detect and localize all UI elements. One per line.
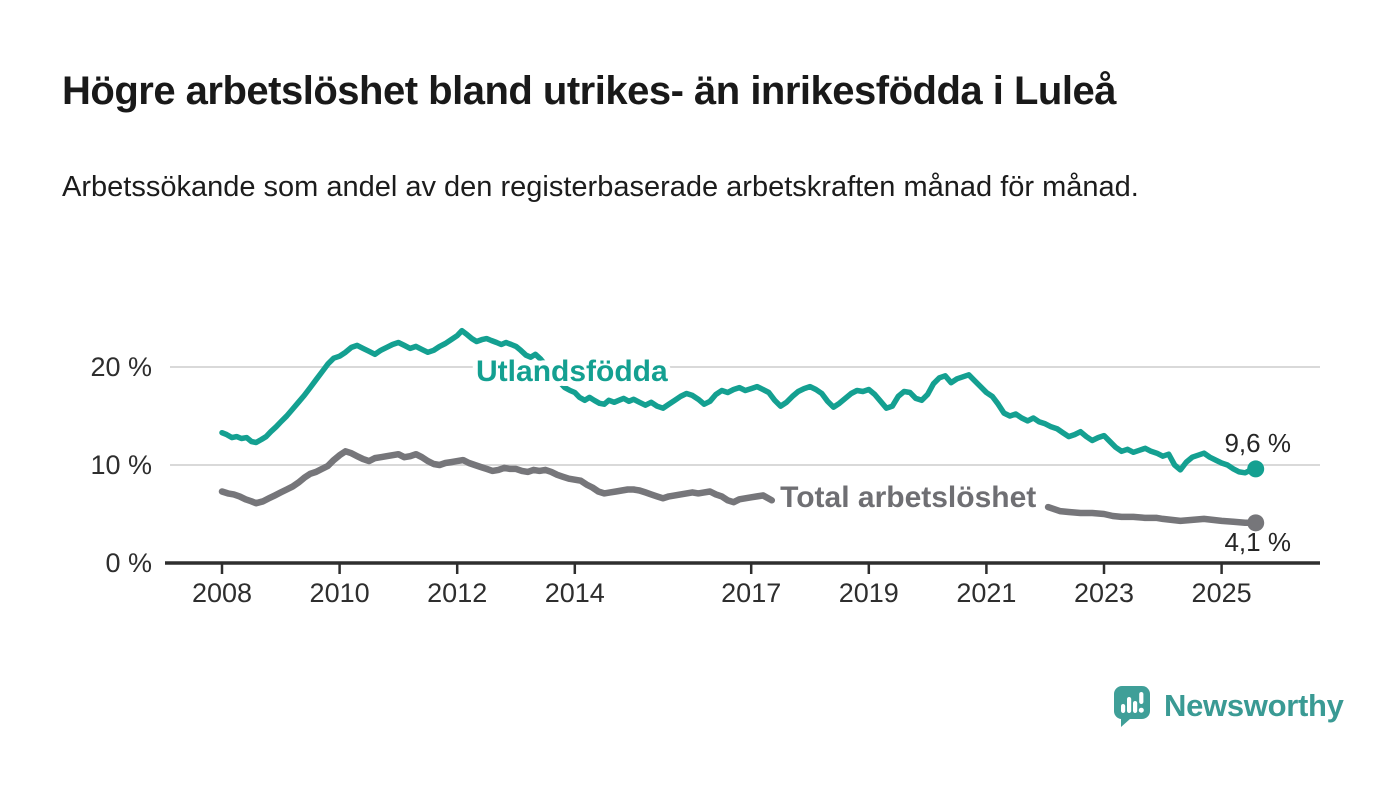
x-tick-label-2012: 2012 <box>427 578 487 608</box>
series-line-total-seg2 <box>1044 503 1259 527</box>
series-end-value-utlandsfodda: 9,6 % <box>1224 428 1291 458</box>
x-tick-label-2021: 2021 <box>956 578 1016 608</box>
x-tick-label-2023: 2023 <box>1074 578 1134 608</box>
series-line-total-seg1 <box>218 448 776 507</box>
x-tick-label-2008: 2008 <box>192 578 252 608</box>
series-end-dot-total <box>1247 514 1265 532</box>
x-tick-label-2017: 2017 <box>721 578 781 608</box>
speech-bubble-shape <box>1113 686 1150 727</box>
exclamation-stroke <box>1139 692 1144 704</box>
x-tick-label-2025: 2025 <box>1192 578 1252 608</box>
bar-2 <box>1127 697 1132 713</box>
bar-3 <box>1133 701 1138 713</box>
series-end-dot-utlandsfodda <box>1247 460 1265 478</box>
y-tick-label-10: 10 % <box>90 450 152 480</box>
newsworthy-logo: Newsworthy <box>1113 685 1344 727</box>
exclamation-dot <box>1138 707 1144 713</box>
newsworthy-speech-bubble-icon <box>1113 686 1150 727</box>
series-line-utlandsfodda-seg1 <box>219 327 1259 476</box>
y-tick-label-20: 20 % <box>90 352 152 382</box>
series-label-utlandsfodda: Utlandsfödda <box>476 355 668 388</box>
series-label-total: Total arbetslöshet <box>780 481 1036 514</box>
x-tick-label-2010: 2010 <box>310 578 370 608</box>
x-tick-label-2019: 2019 <box>839 578 899 608</box>
bar-1 <box>1121 704 1126 713</box>
page-title: Högre arbetslöshet bland utrikes- än inr… <box>62 69 1116 113</box>
x-tick-label-2014: 2014 <box>545 578 605 608</box>
series-end-value-total: 4,1 % <box>1224 527 1291 557</box>
newsworthy-wordmark: Newsworthy <box>1164 688 1344 723</box>
page-subtitle: Arbetssökande som andel av den registerb… <box>62 171 1139 203</box>
y-tick-label-0: 0 % <box>105 548 152 578</box>
